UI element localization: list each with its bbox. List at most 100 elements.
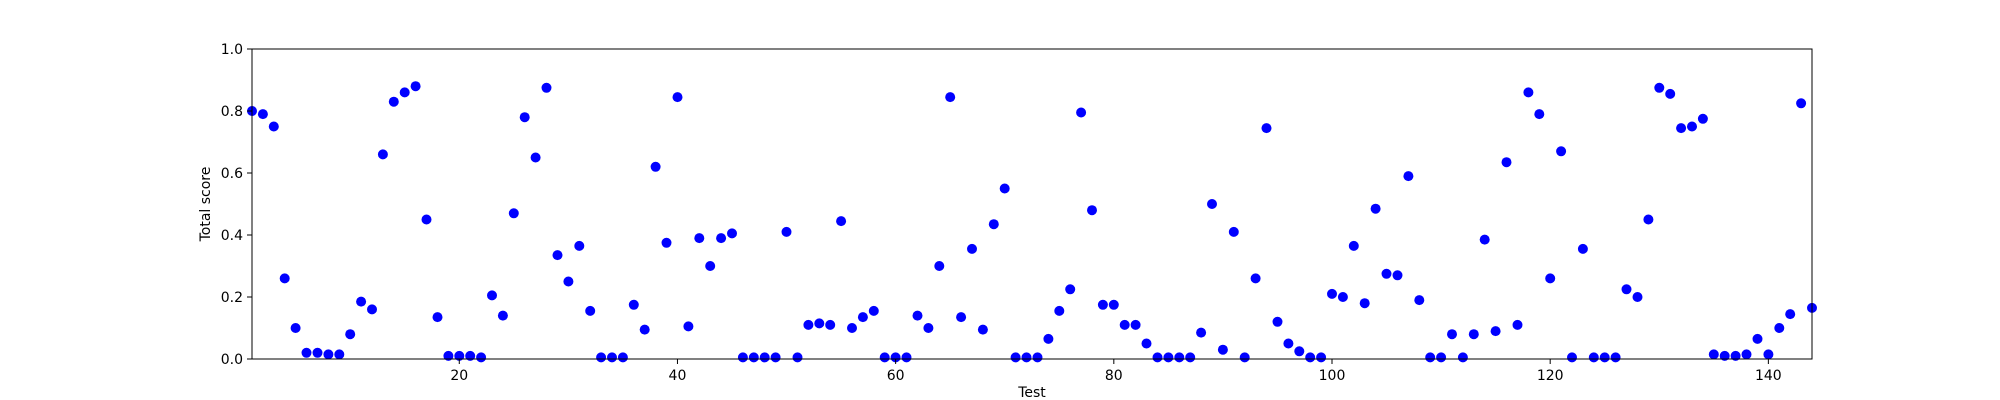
data-point: [345, 329, 356, 340]
data-point: [541, 82, 552, 93]
data-point: [1108, 299, 1119, 310]
data-point: [1272, 316, 1283, 327]
data-point: [868, 305, 879, 316]
data-point: [1239, 352, 1250, 363]
data-point: [1741, 349, 1752, 360]
data-point: [683, 321, 694, 332]
data-point: [1032, 352, 1043, 363]
data-point: [279, 273, 290, 284]
data-point: [847, 323, 857, 333]
data-point: [312, 347, 323, 358]
data-point: [607, 352, 617, 363]
data-point: [1348, 240, 1359, 251]
data-point: [1676, 123, 1687, 134]
data-point: [1119, 319, 1130, 330]
data-point: [639, 324, 650, 335]
data-point: [1250, 273, 1261, 284]
data-point: [988, 219, 999, 230]
data-point: [901, 352, 912, 363]
data-point: [1785, 309, 1796, 320]
data-point: [956, 312, 967, 323]
data-point: [334, 349, 345, 360]
data-point: [1337, 292, 1348, 302]
data-point: [748, 352, 759, 363]
data-point: [781, 226, 792, 237]
data-point: [1261, 123, 1272, 134]
x-tick-label: 120: [1537, 368, 1564, 384]
data-point: [923, 323, 934, 333]
x-tick-label: 60: [887, 368, 905, 384]
data-point: [1087, 205, 1097, 216]
data-point: [530, 152, 541, 163]
data-point: [1359, 298, 1370, 309]
data-point: [1152, 352, 1163, 363]
data-point: [650, 161, 661, 172]
data-point: [290, 323, 301, 333]
data-point: [367, 304, 377, 315]
data-point: [323, 349, 334, 360]
data-point: [1774, 323, 1785, 333]
data-point: [443, 350, 454, 361]
data-point: [803, 319, 814, 330]
y-tick-label: 1.0: [221, 42, 243, 58]
data-point: [1414, 295, 1425, 306]
data-point: [770, 352, 781, 363]
data-point: [563, 276, 574, 287]
data-point: [1054, 305, 1065, 316]
data-point: [1708, 349, 1719, 360]
data-point: [1316, 352, 1327, 363]
plot-frame: [251, 48, 1813, 360]
data-point: [1512, 319, 1523, 330]
data-point: [465, 350, 476, 361]
data-point: [1043, 333, 1054, 344]
data-point: [661, 237, 672, 248]
data-point: [977, 324, 988, 335]
data-point: [519, 112, 530, 123]
data-point: [945, 92, 956, 103]
data-point: [377, 149, 388, 160]
data-point: [1567, 352, 1577, 363]
data-point: [301, 347, 312, 358]
data-point: [1752, 333, 1763, 344]
data-point: [1730, 350, 1741, 361]
data-point: [1632, 292, 1643, 302]
data-point: [1643, 214, 1654, 225]
data-point: [1141, 338, 1152, 349]
data-point: [421, 214, 432, 225]
y-axis-label: Total score: [198, 167, 214, 243]
data-point: [999, 183, 1010, 194]
data-point: [1545, 273, 1556, 284]
data-point: [1796, 98, 1807, 109]
data-point: [432, 312, 443, 323]
data-point: [967, 243, 977, 254]
data-point: [912, 310, 923, 321]
data-point: [1665, 88, 1676, 99]
data-point: [268, 121, 279, 132]
data-point: [727, 228, 737, 239]
y-tick-label: 0.2: [221, 290, 243, 306]
data-point: [1130, 319, 1141, 330]
data-point: [1207, 199, 1217, 209]
x-tick-label: 80: [1105, 368, 1123, 384]
data-point: [814, 318, 825, 329]
data-point: [1076, 107, 1087, 118]
data-point: [1327, 288, 1337, 299]
y-axis-ticks: 0.0 0.2 0.4 0.6 0.8 1.0: [221, 42, 252, 368]
data-point: [1294, 346, 1305, 357]
x-tick-label: 100: [1319, 368, 1346, 384]
data-point: [508, 208, 519, 219]
data-point: [1021, 352, 1032, 363]
data-point: [1457, 352, 1468, 363]
data-point: [716, 233, 727, 244]
data-point: [1065, 284, 1076, 295]
data-point: [694, 233, 705, 244]
data-point: [934, 261, 945, 271]
data-point: [1534, 109, 1545, 120]
data-point: [1556, 146, 1567, 157]
y-tick-label: 0.8: [221, 104, 243, 120]
data-point: [1447, 329, 1457, 340]
data-point: [399, 87, 410, 98]
x-axis-label: Test: [1017, 385, 1046, 400]
data-point: [1425, 352, 1436, 363]
data-point: [552, 250, 563, 261]
